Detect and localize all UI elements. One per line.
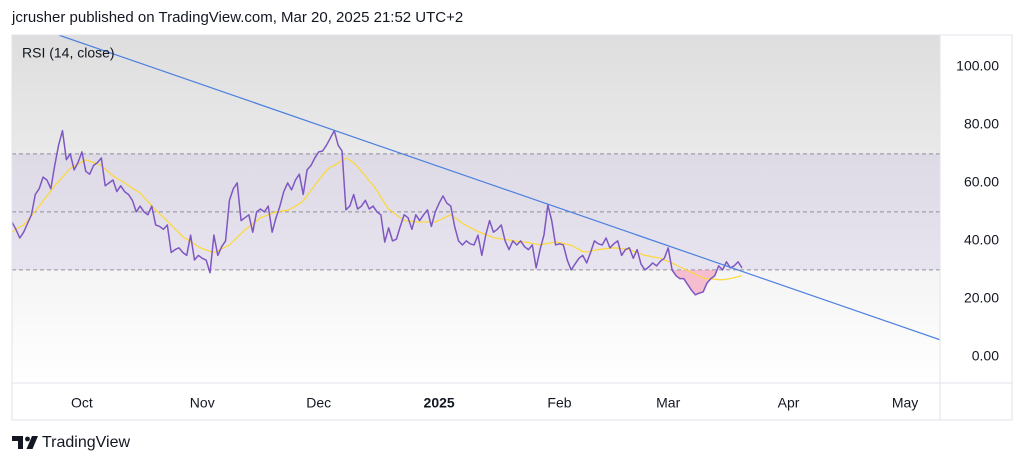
x-tick-label: Nov	[190, 395, 215, 411]
brand-name: TradingView	[42, 434, 130, 451]
pane-background	[12, 35, 940, 383]
x-tick-label: Apr	[778, 395, 800, 411]
y-tick-label: 20.00	[964, 290, 999, 306]
x-tick-label: Mar	[656, 395, 680, 411]
chart-frame	[11, 34, 1013, 421]
header: jcrusher published on TradingView.com, M…	[11, 9, 463, 26]
indicator-title: RSI (14, close)	[22, 45, 115, 61]
y-tick-label: 80.00	[964, 116, 999, 132]
x-tick-label: 2025	[424, 395, 455, 411]
y-tick-label: 100.00	[956, 58, 999, 74]
plot-area	[12, 35, 940, 341]
y-tick-label: 60.00	[964, 174, 999, 190]
y-tick-label: 0.00	[972, 348, 999, 364]
x-tick-label: Dec	[306, 395, 331, 411]
axes: 100.00 80.00 60.00 40.00 20.00 0.00 Oct Nov Dec 2…	[71, 58, 999, 411]
trendline	[58, 35, 940, 341]
x-tick-label: Oct	[71, 395, 93, 411]
y-tick-label: 40.00	[964, 232, 999, 248]
x-tick-label: Feb	[547, 395, 571, 411]
series-line	[12, 129, 743, 296]
x-tick-label: May	[892, 395, 918, 411]
brand-logo	[12, 436, 38, 449]
